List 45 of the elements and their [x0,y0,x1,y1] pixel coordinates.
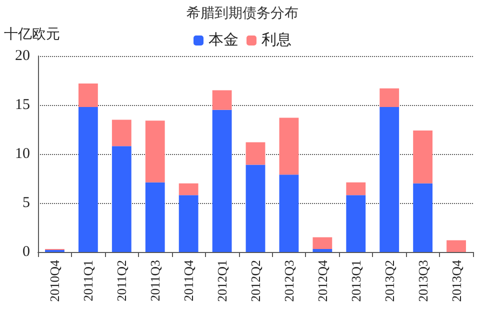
bar [212,90,232,110]
bar [279,118,299,175]
legend-label: 本金 [208,32,238,48]
x-tick-label: 2011Q2 [114,260,130,302]
y-tick-label: 10 [15,146,30,162]
bar [380,88,400,107]
x-tick-label: 2013Q3 [415,260,430,302]
x-tick-label: 2013Q2 [382,260,397,302]
y-tick-label: 20 [15,48,30,64]
x-tick-label: 2011Q4 [181,260,196,302]
bar [346,182,366,196]
bar [78,83,98,107]
x-tick-label: 2013Q1 [348,260,364,302]
y-tick-label: 5 [22,195,30,211]
bar [112,146,132,252]
x-tick-label: 2011Q1 [80,260,96,302]
bar [246,142,266,165]
bar [246,164,266,252]
bar [145,182,165,252]
bar [145,120,165,182]
bar [212,110,232,252]
bar [178,195,198,252]
x-tick-label: 2013Q4 [448,260,464,302]
x-tick-label: 2012Q3 [281,260,296,302]
bar [312,249,332,252]
y-axis-title: 十亿欧元 [4,26,60,42]
legend-label: 利息 [262,32,292,48]
y-tick-label: 15 [15,97,30,113]
bar [78,106,98,252]
x-tick-label: 2012Q2 [248,260,263,302]
bar [279,174,299,252]
bar [112,120,132,146]
bar [413,183,433,252]
bar [446,240,466,252]
x-tick-label: 2012Q4 [314,260,330,302]
bar [413,130,433,184]
bar [380,106,400,252]
bar [178,183,198,196]
x-tick-label: 2010Q4 [47,260,62,302]
bar [346,195,366,252]
x-tick-label: 2011Q3 [148,260,163,302]
x-tick-label: 2012Q1 [214,260,230,302]
bar [312,237,332,250]
y-tick-label: 0 [22,244,30,260]
chart-title: 希腊到期债务分布 [186,6,298,22]
